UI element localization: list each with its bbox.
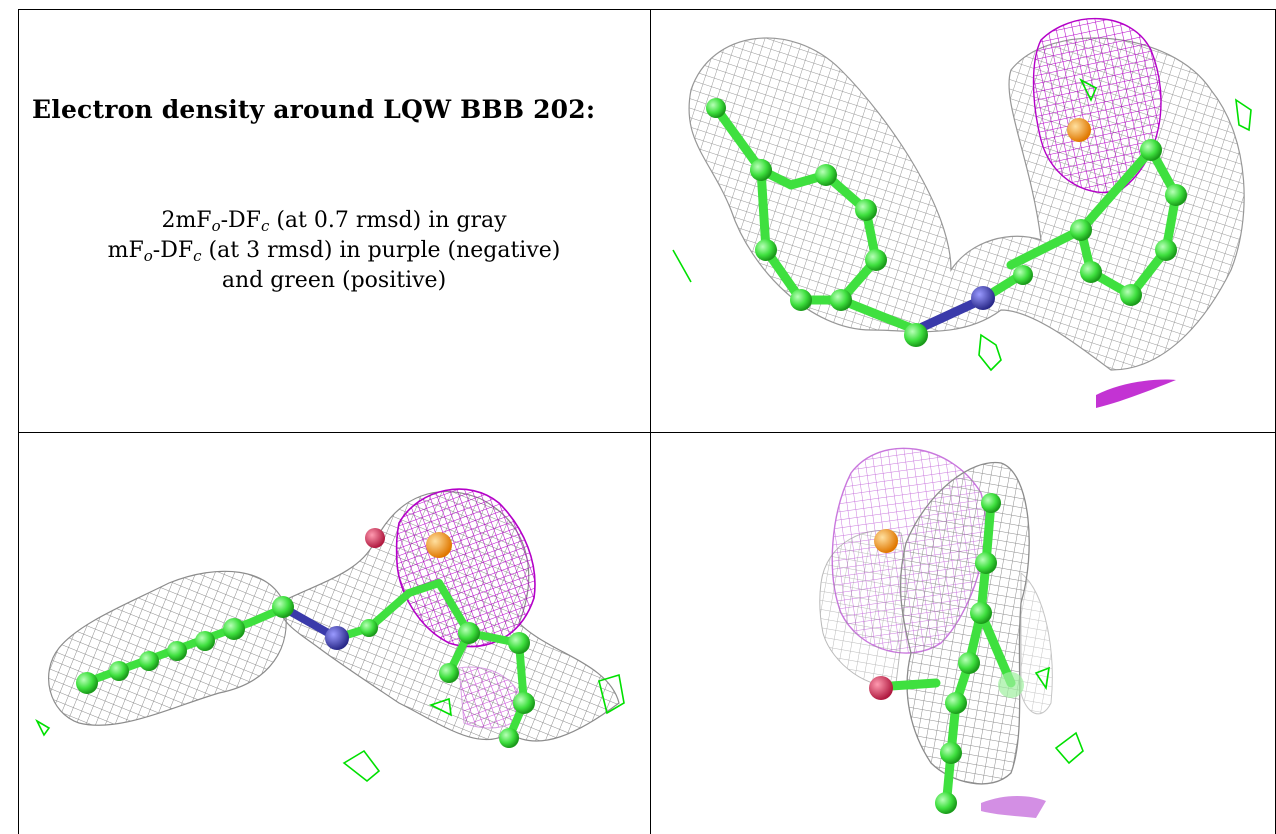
legend-line-positive: and green (positive) bbox=[221, 268, 447, 293]
legend-line-difference: mFo-DFc (at 3 rmsd) in purple (negative) bbox=[107, 238, 561, 265]
table-border-top bbox=[18, 9, 1276, 10]
gray-density-mesh bbox=[819, 461, 1053, 785]
caption-legend: 2mFo-DFc (at 0.7 rmsd) in gray mFo-DFc (… bbox=[18, 206, 650, 296]
ligand-model bbox=[76, 528, 535, 748]
table-border-left bbox=[18, 9, 19, 834]
table-column-divider bbox=[650, 9, 651, 834]
positive-density-mesh bbox=[35, 673, 625, 783]
view-top-right bbox=[651, 10, 1275, 432]
caption-cell: Electron density around LQW BBB 202: 2mF… bbox=[18, 0, 640, 432]
caption-title: Electron density around LQW BBB 202: bbox=[32, 95, 596, 124]
ligand-model bbox=[706, 98, 1187, 347]
positive-density-mesh bbox=[1034, 666, 1084, 765]
view-bottom-left bbox=[19, 433, 650, 834]
view-bottom-right bbox=[651, 433, 1275, 834]
negative-density-mesh bbox=[1032, 17, 1176, 408]
table-row-divider bbox=[18, 432, 1276, 433]
ligand-model bbox=[869, 493, 1024, 814]
legend-line-gray: 2mFo-DFc (at 0.7 rmsd) in gray bbox=[161, 208, 507, 235]
positive-density-mesh bbox=[672, 78, 1252, 372]
negative-density-mesh bbox=[395, 488, 536, 729]
